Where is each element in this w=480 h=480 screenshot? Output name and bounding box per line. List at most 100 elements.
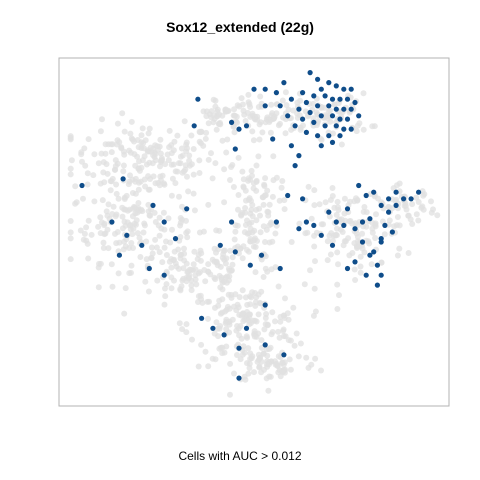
background-cell-point [213, 319, 220, 326]
background-cell-point [339, 229, 346, 235]
highlighted-cell-point [348, 126, 354, 132]
highlighted-cell-point [352, 99, 358, 106]
background-cell-point [198, 341, 205, 348]
background-cell-point [205, 120, 212, 127]
highlighted-cell-point [341, 86, 347, 92]
background-cell-point [249, 213, 256, 220]
background-cell-point [162, 293, 169, 300]
background-cell-point [280, 114, 287, 121]
background-cell-point [67, 171, 74, 178]
background-cell-point [269, 193, 276, 200]
background-cell-point [85, 255, 92, 262]
background-cell-point [100, 169, 107, 176]
background-cell-point [134, 209, 141, 216]
background-cell-point [177, 234, 184, 240]
background-cell-point [288, 239, 295, 245]
background-cell-point [115, 270, 122, 277]
background-cell-point [260, 350, 267, 357]
highlighted-cell-point [333, 83, 339, 89]
background-cell-point [276, 334, 283, 341]
background-cell-point [329, 185, 336, 191]
background-cell-point [100, 239, 107, 246]
background-cell-point [212, 160, 219, 167]
highlighted-cell-point [333, 106, 339, 112]
background-cell-point [303, 354, 310, 361]
background-cell-point [336, 292, 342, 299]
background-cell-point [97, 260, 104, 267]
highlighted-cell-point [236, 345, 242, 351]
highlighted-cell-point [116, 252, 122, 258]
highlighted-cell-point [322, 93, 328, 99]
highlighted-cell-point [217, 242, 223, 248]
background-cell-point [235, 192, 242, 198]
background-cell-point [129, 231, 136, 238]
background-cell-point [146, 186, 153, 193]
background-cell-point [243, 333, 250, 340]
x-axis-label: Cells with AUC > 0.012 [178, 449, 302, 463]
background-cell-point [115, 195, 122, 202]
background-cell-point [135, 186, 142, 193]
background-cell-point [290, 107, 297, 114]
background-cell-point [108, 261, 115, 268]
background-cell-point [105, 245, 112, 252]
background-cell-point [279, 369, 286, 376]
background-cell-point [266, 239, 273, 246]
background-cell-point [227, 391, 233, 398]
background-cell-point [272, 318, 278, 325]
background-cell-point [253, 162, 260, 169]
background-cell-point [120, 168, 127, 175]
background-cell-point [67, 229, 74, 236]
highlighted-cell-point [273, 219, 279, 225]
background-cell-point [294, 99, 301, 106]
background-cell-point [245, 248, 252, 255]
background-cell-point [80, 195, 86, 202]
background-cell-point [177, 215, 184, 221]
background-cell-point [161, 244, 168, 251]
background-cell-point [134, 230, 141, 237]
background-cell-point [257, 212, 263, 219]
background-cell-point [331, 101, 338, 108]
highlighted-cell-point [386, 196, 392, 202]
highlighted-cell-point [236, 375, 242, 381]
background-cell-point [248, 167, 255, 174]
background-cell-point [148, 244, 155, 251]
highlighted-cell-point [326, 80, 332, 86]
background-cell-point [265, 212, 272, 219]
background-cell-point [226, 321, 233, 328]
highlighted-cell-point [172, 236, 179, 242]
background-cell-point [251, 369, 257, 376]
background-cell-point [308, 215, 315, 222]
highlighted-cell-point [161, 272, 167, 278]
background-cell-point [245, 91, 252, 98]
background-cell-point [200, 108, 207, 115]
highlighted-cell-point [318, 143, 324, 149]
background-cell-point [155, 222, 162, 229]
background-cell-point [251, 333, 258, 340]
background-cell-point [149, 250, 156, 257]
background-cell-point [224, 108, 231, 115]
highlighted-cell-point [359, 219, 366, 225]
highlighted-cell-point [303, 129, 309, 135]
background-cell-point [159, 172, 166, 179]
background-cell-point [229, 162, 236, 168]
background-cell-point [207, 271, 214, 278]
background-cell-point [322, 199, 329, 206]
background-cell-point [236, 294, 243, 301]
highlighted-cell-point [337, 96, 343, 102]
background-cell-point [211, 245, 218, 252]
background-cell-point [168, 285, 175, 292]
background-cell-point [226, 273, 233, 280]
background-cell-point [168, 256, 175, 262]
highlighted-cell-point [232, 146, 238, 152]
background-cell-point [100, 245, 107, 251]
background-cell-point [219, 137, 226, 144]
background-cell-point [209, 175, 216, 182]
background-cell-point [231, 129, 238, 136]
background-cell-point [101, 179, 108, 186]
background-cell-point [210, 119, 217, 126]
background-cell-point [290, 304, 297, 311]
background-cell-point [360, 208, 367, 215]
background-cell-point [197, 292, 204, 299]
background-cell-point [77, 227, 84, 234]
